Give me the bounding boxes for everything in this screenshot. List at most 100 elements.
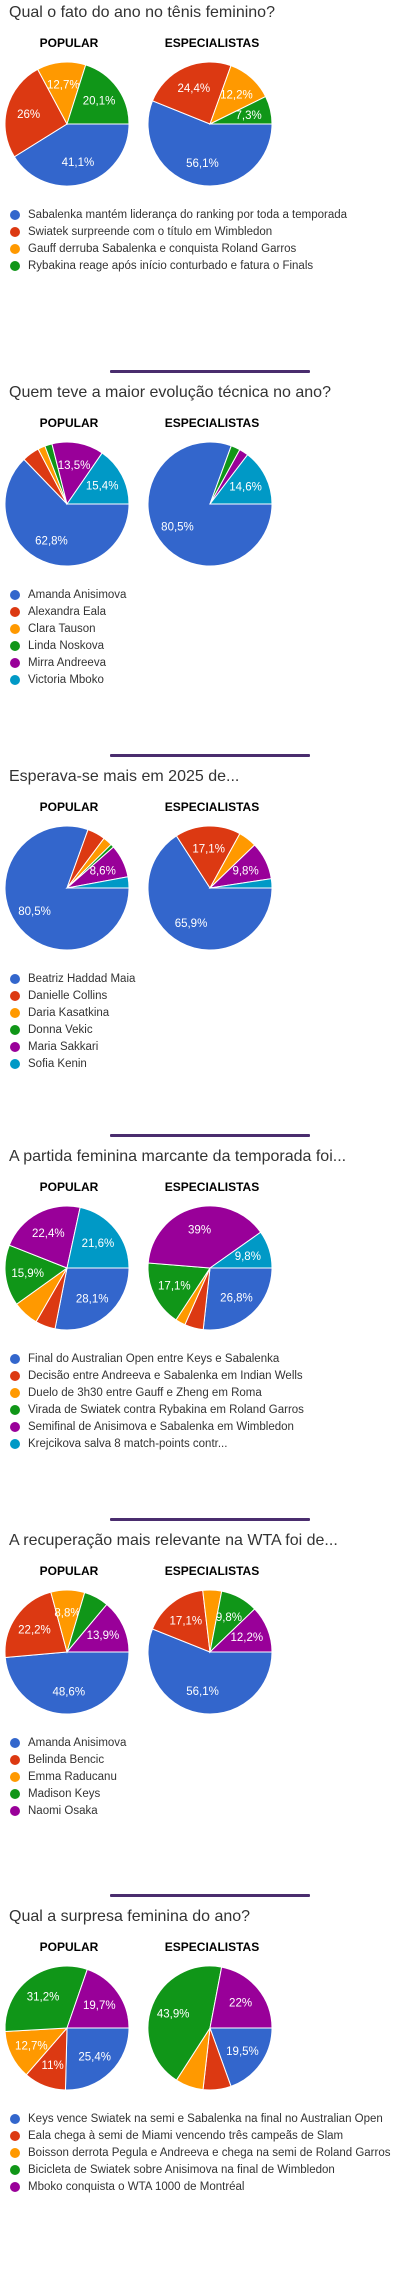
legend: Amanda Anisimova Alexandra Eala Clara Taus… <box>10 586 126 688</box>
legend-item: Eala chega à semi de Miami vencendo três… <box>10 2127 390 2144</box>
popular-label: POPULAR <box>39 416 99 430</box>
slice-value-label: 43,9% <box>157 2008 190 2020</box>
slice-value-label: 21,6% <box>82 1238 115 1250</box>
legend-label: Emma Raducanu <box>28 1770 117 1783</box>
legend-color-dot <box>10 243 20 254</box>
pie-slice <box>147 100 273 187</box>
slice-value-label: 8,6% <box>90 866 116 878</box>
legend-label: Amanda Anisimova <box>28 588 127 601</box>
question-title: Quem teve a maior evolução técnica no an… <box>9 384 331 401</box>
legend-label: Keys vence Swiatek na semi e Sabalenka n… <box>28 2112 383 2125</box>
pie-slice <box>66 1968 130 2029</box>
legend-item: Donna Vekic <box>10 1021 135 1038</box>
legend-label: Gauff derruba Sabalenka e conquista Rola… <box>28 242 297 255</box>
popular-pie-chart: 80,5% 8,6% <box>4 825 130 951</box>
slice-value-label: 22,2% <box>18 1624 51 1636</box>
legend-color-dot <box>10 1387 20 1398</box>
legend-item: Bicicleta de Swiatek sobre Anisimova na … <box>10 2161 390 2178</box>
legend-label: Alexandra Eala <box>28 605 106 618</box>
legend-label: Semifinal de Anisimova e Sabalenka em Wi… <box>28 1420 294 1433</box>
experts-label: ESPECIALISTAS <box>164 1564 260 1578</box>
legend-color-dot <box>10 209 20 220</box>
legend-item: Mboko conquista o WTA 1000 de Montréal <box>10 2178 390 2195</box>
slice-value-label: 65,9% <box>175 918 208 930</box>
pie-slice <box>147 1965 223 2081</box>
legend-color-dot <box>10 1007 20 1018</box>
legend-label: Mboko conquista o WTA 1000 de Montréal <box>28 2180 245 2193</box>
section-divider <box>110 1518 310 1521</box>
pie-slice <box>175 825 241 889</box>
legend-item: Clara Tauson <box>10 620 126 637</box>
legend-label: Boisson derrota Pegula e Andreeva e cheg… <box>28 2146 391 2159</box>
legend-item: Danielle Collins <box>10 987 135 1004</box>
section-divider <box>110 1134 310 1137</box>
experts-pie-chart: 56,1% 17,1% 9,8% 12,2% <box>147 1589 273 1715</box>
legend-item: Sofia Kenin <box>10 1055 135 1072</box>
pie-slice <box>51 441 103 506</box>
pie-slice <box>4 1244 69 1305</box>
slice-value-label: 56,1% <box>186 158 219 170</box>
poll-section: A partida feminina marcante da temporada… <box>0 1148 415 1518</box>
legend-color-dot <box>10 226 20 237</box>
slice-value-label: 48,6% <box>52 1687 85 1699</box>
poll-section: Quem teve a maior evolução técnica no an… <box>0 384 415 754</box>
legend-item: Daria Kasatkina <box>10 1004 135 1021</box>
legend-label: Danielle Collins <box>28 989 108 1002</box>
experts-label: ESPECIALISTAS <box>164 1180 260 1194</box>
popular-label: POPULAR <box>39 1940 99 1954</box>
pie-slice <box>202 1267 273 1331</box>
section-divider <box>110 370 310 373</box>
poll-section: Esperava-se mais em 2025 de... POPULAR 80,… <box>0 768 415 1138</box>
legend-item: Krejcikova salva 8 match-points contr... <box>10 1435 304 1452</box>
legend-color-dot <box>10 623 20 634</box>
legend-label: Daria Kasatkina <box>28 1006 110 1019</box>
legend-item: Boisson derrota Pegula e Andreeva e cheg… <box>10 2144 390 2161</box>
section-divider <box>110 754 310 757</box>
legend-color-dot <box>10 1438 20 1449</box>
pie-slice <box>209 95 273 125</box>
slice-value-label: 80,5% <box>161 522 194 534</box>
slice-value-label: 12,7% <box>47 79 80 91</box>
pie-slice <box>54 1267 130 1331</box>
legend-color-dot <box>10 2147 20 2158</box>
pie-slice <box>209 1966 273 2029</box>
legend-color-dot <box>10 1058 20 1069</box>
popular-pie-chart: 28,1% 15,9% 22,4% 21,6% <box>4 1205 130 1331</box>
legend-label: Virada de Swiatek contra Rybakina em Rol… <box>28 1403 304 1416</box>
legend-color-dot <box>10 1041 20 1052</box>
legend-color-dot <box>10 2181 20 2192</box>
slice-value-label: 8,8% <box>54 1607 80 1619</box>
pie-slice <box>4 68 68 158</box>
legend-label: Eala chega à semi de Miami vencendo três… <box>28 2129 344 2142</box>
legend-label: Madison Keys <box>28 1787 101 1800</box>
legend-label: Sofia Kenin <box>28 1057 87 1070</box>
legend: Sabalenka mantém liderança do ranking po… <box>10 206 347 274</box>
legend-color-dot <box>10 1024 20 1035</box>
experts-pie-chart: 19,5% 43,9% 22% <box>147 1965 273 2091</box>
legend-item: Decisão entre Andreeva e Sabalenka em In… <box>10 1367 304 1384</box>
question-title: A recuperação mais relevante na WTA foi … <box>9 1532 338 1549</box>
legend-label: Victoria Mboko <box>28 673 104 686</box>
slice-value-label: 17,1% <box>192 843 225 855</box>
legend-item: Sabalenka mantém liderança do ranking po… <box>10 206 347 223</box>
legend-item: Beatriz Haddad Maia <box>10 970 135 987</box>
legend-color-dot <box>10 657 20 668</box>
legend-color-dot <box>10 1788 20 1799</box>
slice-value-label: 12,7% <box>15 2040 48 2052</box>
popular-label: POPULAR <box>39 800 99 814</box>
legend-item: Swiatek surpreende com o título em Wimbl… <box>10 223 347 240</box>
poll-section: A recuperação mais relevante na WTA foi … <box>0 1532 415 1902</box>
slice-value-label: 12,2% <box>220 89 253 101</box>
pie-slice <box>66 64 130 125</box>
legend-label: Belinda Bencic <box>28 1753 105 1766</box>
slice-value-label: 13,5% <box>58 460 91 472</box>
slice-value-label: 62,8% <box>35 536 68 548</box>
legend: Final do Australian Open entre Keys e Sa… <box>10 1350 304 1452</box>
slice-value-label: 14,6% <box>229 481 262 493</box>
slice-value-label: 12,2% <box>231 1632 264 1644</box>
legend-color-dot <box>10 1754 20 1765</box>
legend-item: Semifinal de Anisimova e Sabalenka em Wi… <box>10 1418 304 1435</box>
legend-label: Duelo de 3h30 entre Gauff e Zheng em Rom… <box>28 1386 262 1399</box>
slice-value-label: 22% <box>229 1998 252 2010</box>
pie-slice <box>8 1205 81 1269</box>
